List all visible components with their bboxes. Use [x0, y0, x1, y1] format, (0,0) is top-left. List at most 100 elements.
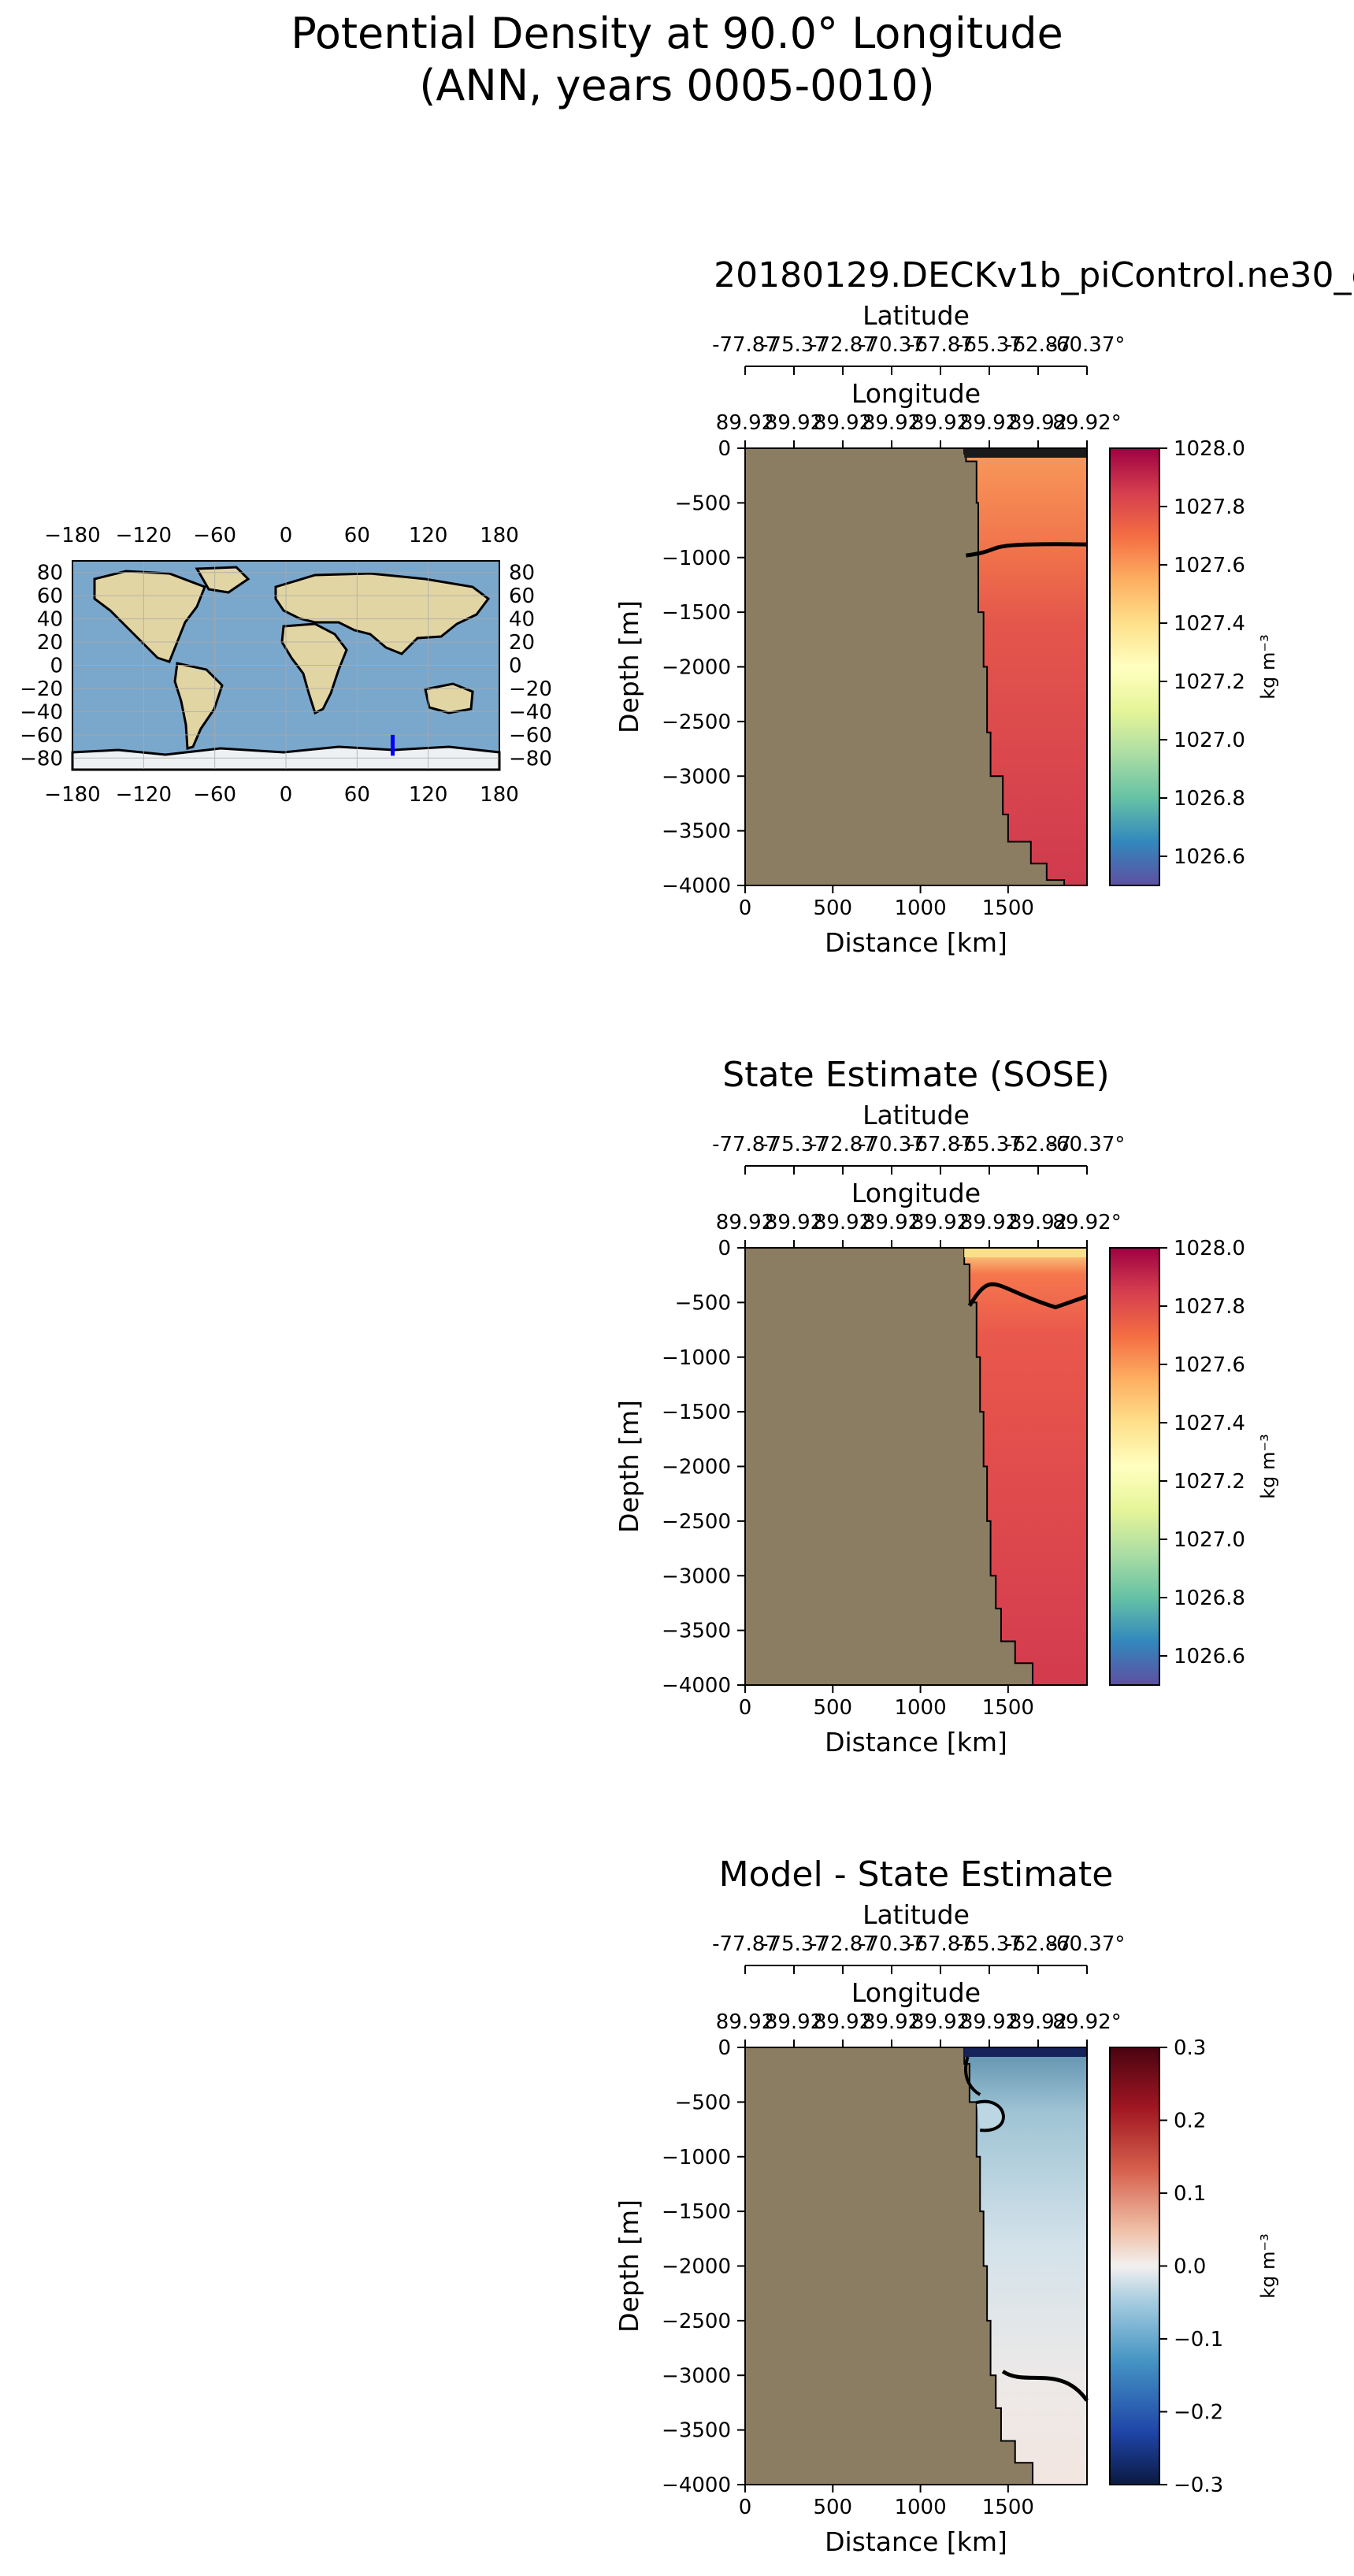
surface-band	[964, 1248, 1087, 1257]
y-tick-label: −3000	[662, 765, 731, 789]
longitude-tick-label: 89.92	[862, 411, 921, 435]
y-tick-label: −4000	[662, 874, 731, 898]
x-tick-label: 0	[739, 1696, 752, 1720]
latitude-tick-label: -60.37°	[1049, 1133, 1126, 1156]
latitude-tick-label: -62.87	[1005, 1932, 1071, 1956]
colorbar-tick-label: −0.3	[1174, 2474, 1223, 2497]
latitude-tick-label: -62.87	[1005, 1133, 1071, 1156]
x-tick-label: 1000	[894, 896, 946, 920]
y-axis-label: Depth [m]	[614, 2199, 644, 2333]
longitude-tick-label: 89.92	[911, 2010, 970, 2034]
longitude-tick-label: 89.92	[814, 411, 872, 435]
y-axis-label: Depth [m]	[614, 600, 644, 733]
y-axis-label: Depth [m]	[614, 1400, 644, 1533]
map-lat-tick-right: 60	[509, 585, 535, 608]
longitude-tick-label: 89.92	[1009, 1211, 1067, 1234]
map-lat-tick-left: −20	[20, 677, 63, 701]
map-lon-tick-bottom: −120	[116, 783, 172, 807]
map-lat-tick-left: −80	[20, 747, 63, 770]
latitude-tick-label: -77.87	[712, 1932, 778, 1956]
x-tick-label: 0	[739, 896, 752, 920]
latitude-tick-label: -60.37°	[1049, 1932, 1126, 1956]
longitude-tick-label: 89.92	[1009, 411, 1067, 435]
y-tick-label: −2000	[662, 1456, 731, 1479]
y-tick-label: −3000	[662, 2364, 731, 2388]
colorbar-tick-label: 1028.0	[1174, 1237, 1245, 1260]
map-frame	[72, 560, 500, 770]
y-tick-label: −2000	[662, 656, 731, 680]
panel-title: State Estimate (SOSE)	[722, 1055, 1109, 1095]
x-tick-label: 0	[739, 2496, 752, 2519]
map-lon-tick-bottom: −60	[193, 783, 236, 807]
colorbar-tick-label: 0.2	[1174, 2110, 1206, 2133]
colorbar-tick-label: 1026.8	[1174, 1587, 1245, 1610]
colorbar-tick-label: 1027.2	[1174, 1470, 1245, 1494]
map-lat-tick-right: −40	[509, 700, 552, 724]
latitude-tick-label: -75.37	[761, 1932, 827, 1956]
section-panel-1: 20180129.DECKv1b_piControl.ne30_oEC.edis…	[614, 255, 1354, 958]
map-lon-tick-bottom: 180	[480, 783, 519, 807]
x-axis-label: Distance [km]	[825, 1727, 1007, 1758]
map-lat-tick-right: −20	[509, 677, 552, 701]
colorbar-tick-label: −0.2	[1174, 2401, 1223, 2425]
map-lat-tick-left: 0	[50, 655, 63, 678]
longitude-tick-label: 89.92	[814, 2010, 872, 2034]
y-tick-label: −1500	[662, 2200, 731, 2224]
x-tick-label: 1500	[982, 2496, 1034, 2519]
y-tick-label: −2000	[662, 2255, 731, 2279]
map-lon-tick-top: 60	[344, 524, 370, 547]
map-lat-tick-right: 20	[509, 631, 535, 655]
panel-title: Model - State Estimate	[719, 1854, 1114, 1895]
difference-contour	[976, 2099, 1005, 2132]
south-america	[173, 662, 224, 750]
latitude-axis-label: Latitude	[862, 1100, 970, 1130]
latitude-tick-label: -75.37	[761, 333, 827, 357]
latitude-tick-label: -75.37	[761, 1133, 827, 1156]
x-tick-label: 1500	[982, 1696, 1034, 1720]
map-lon-tick-bottom: −180	[44, 783, 100, 807]
map-lat-tick-right: 0	[509, 655, 522, 678]
density-contour	[967, 1282, 1088, 1310]
map-lat-tick-left: 80	[37, 562, 63, 585]
map-lon-tick-top: −60	[193, 524, 236, 547]
map-ticks: −180 −180 −120 −120 −60 −60 0 0 60 60 120 120 180 180…	[20, 524, 552, 807]
map-continents	[93, 566, 491, 750]
north-america	[93, 570, 206, 663]
density-contour	[966, 542, 1088, 558]
map-lon-tick-bottom: 60	[344, 783, 370, 807]
latitude-tick-label: -72.87	[810, 1932, 876, 1956]
x-tick-label: 1000	[894, 2496, 946, 2519]
map-lon-tick-bottom: 120	[409, 783, 448, 807]
map-lon-tick-top: 0	[280, 524, 293, 547]
africa	[280, 622, 348, 715]
longitude-tick-label: 89.92	[765, 2010, 823, 2034]
map-lat-tick-left: 40	[37, 608, 63, 632]
latitude-tick-label: -67.87	[907, 333, 974, 357]
colorbar-tick-label: 1027.8	[1174, 496, 1245, 519]
y-tick-label: −4000	[662, 2474, 731, 2497]
longitude-tick-label: 89.92	[765, 1211, 823, 1234]
y-tick-label: −500	[675, 492, 731, 515]
longitude-tick-label: 89.92°	[1052, 411, 1121, 435]
density-contour	[1001, 2370, 1089, 2402]
colorbar-tick-label: 1027.4	[1174, 612, 1245, 636]
y-tick-label: −1000	[662, 2146, 731, 2170]
colorbar-tick-label: 1027.4	[1174, 1412, 1245, 1435]
longitude-tick-label: 89.92	[911, 411, 970, 435]
y-tick-label: −3500	[662, 1620, 731, 1643]
colorbar-tick-label: 1027.8	[1174, 1295, 1245, 1319]
panel-title: 20180129.DECKv1b_piControl.ne30_oEC.edis…	[714, 255, 1354, 295]
y-tick-label: −500	[675, 2091, 731, 2114]
latitude-tick-label: -72.87	[810, 333, 876, 357]
latitude-tick-label: -65.37	[956, 1932, 1022, 1956]
colorbar-tick-label: 1026.6	[1174, 1645, 1245, 1668]
y-tick-label: 0	[718, 2036, 731, 2060]
longitude-axis-label: Longitude	[851, 378, 981, 409]
latitude-axis-label: Latitude	[862, 300, 970, 331]
surface-band	[964, 448, 1087, 458]
x-axis-label: Distance [km]	[825, 2526, 1007, 2557]
y-tick-label: 0	[718, 1237, 731, 1260]
location-map: −180 −180 −120 −120 −60 −60 0 0 60 60 120 120 180 180…	[20, 524, 552, 807]
map-lon-tick-top: −120	[116, 524, 172, 547]
latitude-tick-label: -77.87	[712, 1133, 778, 1156]
